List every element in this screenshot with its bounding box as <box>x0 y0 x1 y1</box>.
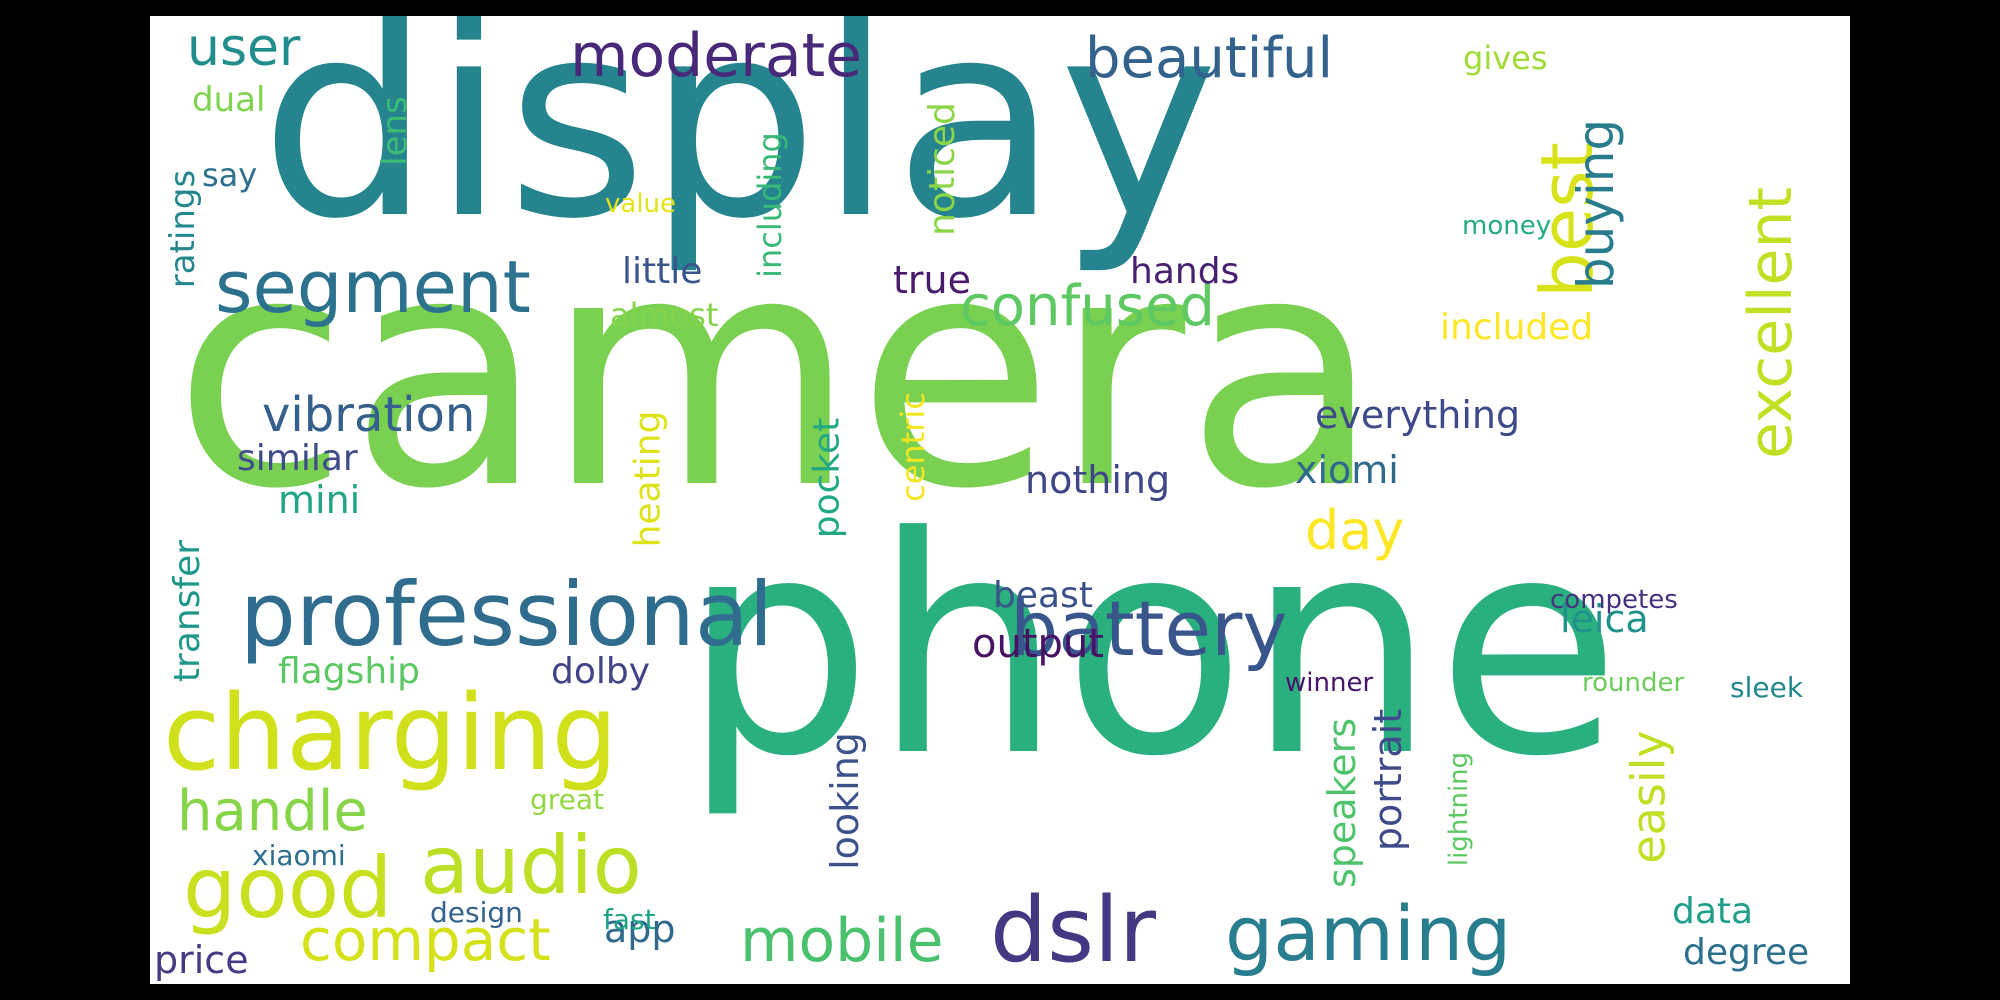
word-leica: leica <box>1560 597 1649 641</box>
word-xiomi: xiomi <box>1295 448 1399 492</box>
word-transfer: transfer <box>167 539 209 683</box>
word-looking: looking <box>822 732 867 870</box>
word-cloud: camera phone display professional chargi… <box>150 16 1850 984</box>
word-output: output <box>972 621 1104 667</box>
word-user: user <box>187 18 301 78</box>
word-professional: professional <box>240 563 774 666</box>
word-ratings: ratings <box>163 169 204 289</box>
word-confused: confused <box>960 274 1215 339</box>
word-winner: winner <box>1285 668 1374 698</box>
word-compact: compact <box>300 906 551 974</box>
word-phone: phone <box>682 473 1621 822</box>
word-money: money <box>1462 211 1552 241</box>
word-rounder: rounder <box>1582 668 1685 698</box>
word-price: price <box>154 938 249 982</box>
word-say: say <box>202 156 258 194</box>
word-portrait: portrait <box>1366 708 1411 852</box>
word-similar: similar <box>237 438 358 479</box>
word-design: design <box>430 896 523 929</box>
word-hands: hands <box>1130 251 1240 292</box>
word-heating: heating <box>627 410 669 548</box>
word-buying: buying <box>1567 118 1626 290</box>
word-handle: handle <box>177 779 368 844</box>
word-gaming: gaming <box>1225 889 1512 978</box>
word-included: included <box>1440 307 1594 348</box>
word-vibration: vibration <box>262 387 476 443</box>
word-little: little <box>622 251 703 292</box>
word-almost: almost <box>610 296 719 334</box>
word-dolby: dolby <box>551 651 651 692</box>
word-everything: everything <box>1315 393 1521 437</box>
word-lightning: lightning <box>1444 751 1475 867</box>
word-flagship: flagship <box>278 651 421 692</box>
word-easily: easily <box>1621 730 1676 864</box>
word-speakers: speakers <box>1320 717 1365 889</box>
word-day: day <box>1305 499 1405 562</box>
word-gives: gives <box>1463 39 1548 77</box>
word-dslr: dslr <box>990 878 1157 983</box>
word-excellent: excellent <box>1736 186 1807 460</box>
word-camera: camera <box>173 187 1382 559</box>
word-fast: fast <box>603 903 656 936</box>
word-mini: mini <box>278 478 361 522</box>
word-segment: segment <box>215 245 531 329</box>
word-noticed: noticed <box>921 102 963 236</box>
word-including: including <box>750 132 789 278</box>
word-beautiful: beautiful <box>1085 26 1334 91</box>
word-great: great <box>530 783 605 816</box>
word-centric: centric <box>893 392 932 502</box>
word-value: value <box>605 189 677 219</box>
word-sleek: sleek <box>1730 671 1804 704</box>
word-beast: beast <box>993 575 1093 616</box>
word-data: data <box>1672 891 1754 932</box>
word-charging: charging <box>163 672 618 794</box>
word-degree: degree <box>1683 932 1810 973</box>
word-audio: audio <box>420 819 642 912</box>
word-app: app <box>604 907 676 951</box>
word-battery: battery <box>1010 584 1288 673</box>
word-good: good <box>183 839 393 937</box>
word-moderate: moderate <box>570 21 863 91</box>
word-display: display <box>260 16 1219 278</box>
word-dual: dual <box>192 80 266 120</box>
word-nothing: nothing <box>1025 458 1171 502</box>
word-lens: lens <box>374 96 415 166</box>
word-xiaomi: xiaomi <box>252 839 346 872</box>
word-competes: competes <box>1550 585 1678 615</box>
word-true: true <box>893 258 971 302</box>
word-mobile: mobile <box>740 906 944 976</box>
word-pocket: pocket <box>806 417 848 539</box>
